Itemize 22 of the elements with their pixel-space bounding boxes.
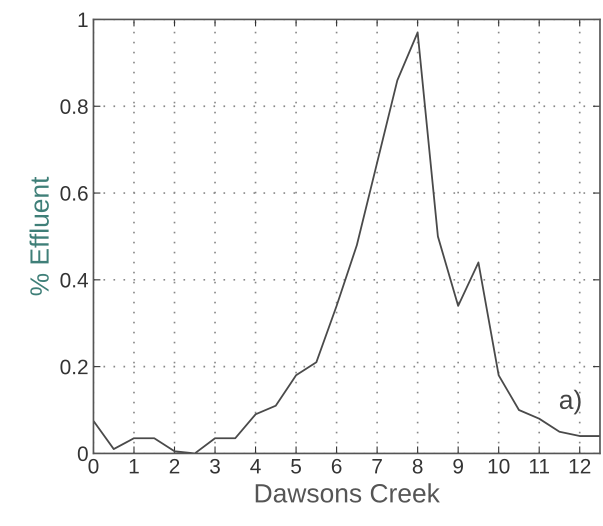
x-tick-label: 9 [453,458,463,474]
annotation: a) [560,390,581,414]
x-tick-label: 5 [291,459,301,474]
y-tick-label: 0 [78,446,88,462]
x-tick-label: 11 [530,459,550,474]
x-tick-label: 10 [488,458,510,474]
x-tick-label: 7 [372,459,382,474]
y-tick-label: 0.2 [60,360,88,374]
x-tick-label: 8 [412,458,423,474]
x-tick-label: 6 [332,458,342,474]
x-tick-label: 1 [130,459,139,474]
x-tick-label: 0 [88,458,98,474]
y-tick-label: 0.6 [60,186,88,201]
y-tick-label: 0.4 [60,272,88,288]
y-axis-title: % Effluent [29,176,49,296]
x-tick-label: 2 [170,458,180,474]
x-tick-label: 4 [250,459,261,474]
y-tick-label: 0.8 [60,99,88,114]
x-tick-label: 12 [570,458,590,474]
y-tick-label: 1 [78,12,88,28]
x-axis-title: Dawsons Creek [256,483,440,503]
x-tick-label: 3 [210,458,220,474]
